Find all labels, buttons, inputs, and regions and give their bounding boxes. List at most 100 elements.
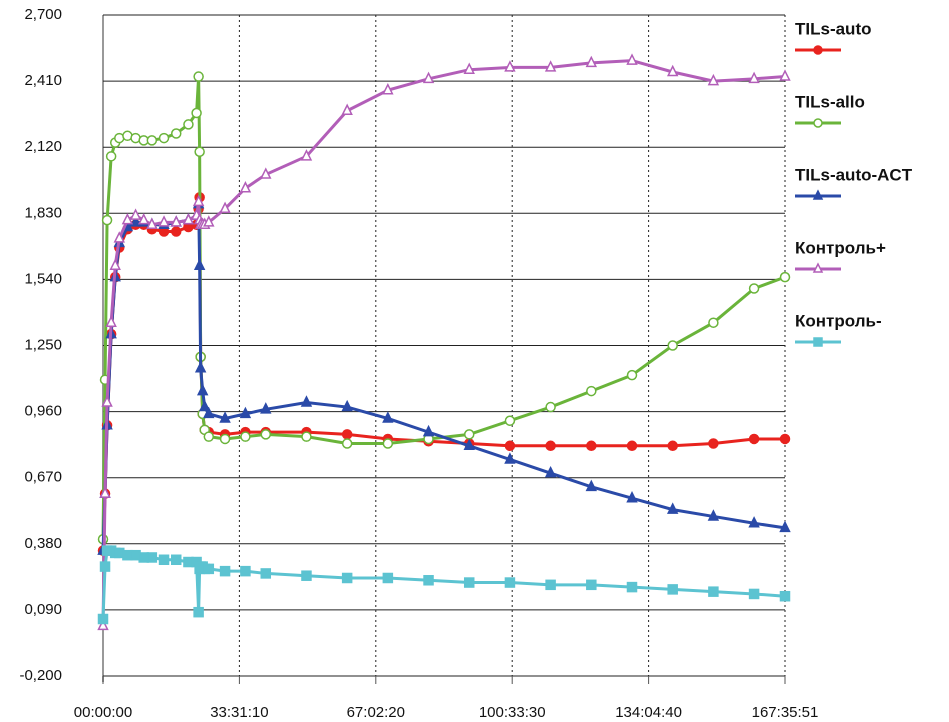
data-point: [626, 440, 638, 452]
data-point: [203, 406, 215, 419]
data-point: [182, 212, 195, 225]
data-point: [779, 271, 791, 283]
data-point: [626, 53, 638, 65]
y-tick-label: 1,830: [24, 204, 62, 221]
data-point: [170, 226, 182, 237]
data-point: [667, 440, 678, 452]
x-tick-label: 67:02:20: [347, 704, 405, 721]
y-tick-label: 1,250: [24, 336, 62, 353]
data-point: [666, 502, 679, 514]
y-tick-label: 2,700: [24, 6, 62, 23]
data-point: [170, 215, 182, 227]
data-point: [748, 283, 760, 294]
series: [97, 545, 791, 625]
legend-marker: [812, 262, 824, 273]
data-point: [463, 429, 475, 440]
data-point: [463, 577, 475, 588]
data-point: [129, 215, 142, 227]
data-point: [105, 151, 117, 162]
data-point: [158, 215, 170, 227]
data-point: [626, 491, 638, 503]
data-point: [129, 208, 142, 220]
x-tick-label: 134:04:40: [615, 704, 682, 721]
y-tick-label: 0,670: [24, 469, 62, 486]
data-point: [99, 561, 111, 572]
data-point: [97, 613, 109, 625]
x-tick-label: 167:35:51: [752, 704, 819, 721]
legend-marker: [813, 337, 823, 347]
x-tick-label: 33:31:10: [210, 704, 268, 721]
data-point: [191, 107, 202, 119]
data-point: [300, 149, 313, 161]
data-point: [545, 440, 556, 452]
data-point: [586, 385, 597, 397]
data-point: [260, 429, 272, 440]
legend-marker: [813, 45, 823, 55]
data-point: [748, 588, 760, 600]
data-point: [183, 119, 194, 130]
data-point: [585, 479, 598, 492]
data-point: [301, 570, 312, 581]
y-tick-label: 2,410: [24, 72, 62, 89]
x-tick-label: 100:33:30: [479, 704, 546, 721]
data-point: [707, 73, 720, 86]
data-point: [382, 572, 394, 584]
data-point: [203, 431, 215, 442]
data-point: [260, 402, 272, 414]
data-point: [341, 429, 353, 440]
legend-marker: [813, 118, 823, 128]
data-point: [260, 568, 272, 579]
x-tick-label: 00:00:00: [74, 704, 132, 721]
data-point: [240, 431, 251, 442]
legend-label: Контроль-: [795, 311, 882, 330]
series-line: [101, 549, 786, 620]
legend-label: Контроль+: [795, 238, 886, 257]
data-point: [158, 554, 170, 566]
data-point: [101, 395, 113, 407]
data-point: [193, 258, 206, 270]
data-point: [779, 433, 791, 445]
data-point: [146, 552, 158, 563]
data-point: [504, 415, 516, 426]
legend-label: TILs-auto: [795, 19, 872, 38]
series: [97, 197, 791, 555]
data-point: [667, 584, 678, 595]
y-tick-label: 0,960: [24, 403, 62, 420]
data-point: [194, 361, 207, 373]
data-point: [341, 103, 353, 115]
data-point: [219, 565, 231, 577]
y-tick-label: 1,540: [24, 270, 62, 287]
data-point: [199, 399, 211, 412]
data-point: [341, 438, 353, 449]
data-point: [544, 60, 557, 72]
data-point: [219, 433, 231, 445]
y-tick-label: 2,120: [24, 138, 62, 155]
data-point: [422, 424, 435, 437]
data-point: [137, 212, 150, 225]
legend-label: TILs-auto-ACT: [795, 165, 913, 184]
data-point: [708, 317, 719, 328]
data-point: [666, 64, 679, 77]
legend-marker: [812, 189, 824, 200]
data-point: [109, 258, 121, 270]
data-point: [158, 132, 170, 144]
data-point: [196, 383, 209, 396]
series: [97, 53, 791, 631]
data-point: [300, 395, 313, 407]
data-point: [146, 217, 158, 229]
data-point: [504, 60, 516, 72]
data-point: [748, 516, 760, 528]
data-point: [97, 618, 109, 631]
data-point: [341, 399, 353, 412]
data-point: [341, 572, 353, 584]
y-tick-label: -0,200: [19, 667, 62, 684]
data-point: [586, 579, 597, 591]
data-point: [544, 465, 557, 478]
data-point: [260, 167, 272, 179]
data-point: [170, 554, 182, 566]
data-point: [382, 411, 394, 423]
data-point: [626, 581, 638, 593]
legend-label: TILs-allo: [795, 92, 865, 111]
data-point: [203, 215, 215, 227]
